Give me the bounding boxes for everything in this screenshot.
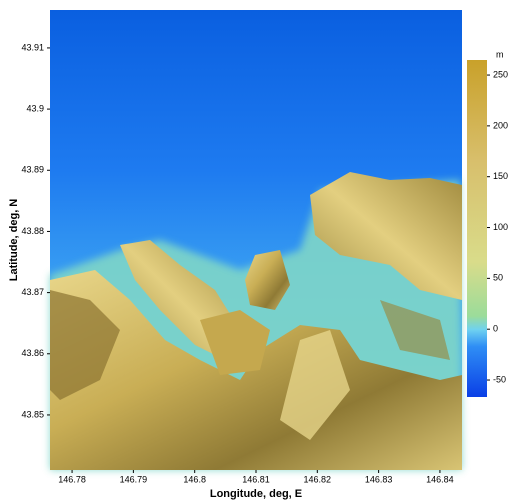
- y-tick-label: 43.87: [21, 287, 44, 297]
- y-tick-label: 43.86: [21, 348, 44, 358]
- y-tick-label: 43.89: [21, 165, 44, 175]
- chart: Longitude, deg, E Latitude, deg, N m 146…: [0, 0, 516, 504]
- y-tick-label: 43.85: [21, 409, 44, 419]
- y-tick-label: 43.9: [26, 103, 44, 113]
- colorbar-tick-label: 200: [493, 120, 508, 130]
- x-tick-label: 146.79: [120, 474, 148, 484]
- terrain: [50, 10, 462, 470]
- colorbar: [467, 60, 487, 397]
- colorbar-tick-label: -50: [493, 374, 506, 384]
- colorbar-tick-label: 0: [493, 324, 498, 334]
- x-tick-label: 146.83: [365, 474, 393, 484]
- y-tick-label: 43.88: [21, 226, 44, 236]
- colorbar-tick-label: 100: [493, 222, 508, 232]
- y-tick-label: 43.91: [21, 42, 44, 52]
- x-tick-label: 146.78: [58, 474, 86, 484]
- x-axis-label: Longitude, deg, E: [210, 488, 302, 500]
- x-tick-label: 146.8: [183, 474, 206, 484]
- colorbar-label: m: [496, 49, 504, 59]
- x-tick-label: 146.82: [304, 474, 332, 484]
- x-tick-label: 146.81: [242, 474, 270, 484]
- y-axis-label: Latitude, deg, N: [8, 199, 20, 282]
- x-tick-label: 146.84: [426, 474, 454, 484]
- colorbar-tick-label: 250: [493, 69, 508, 79]
- colorbar-tick-label: 150: [493, 171, 508, 181]
- colorbar-tick-label: 50: [493, 273, 503, 283]
